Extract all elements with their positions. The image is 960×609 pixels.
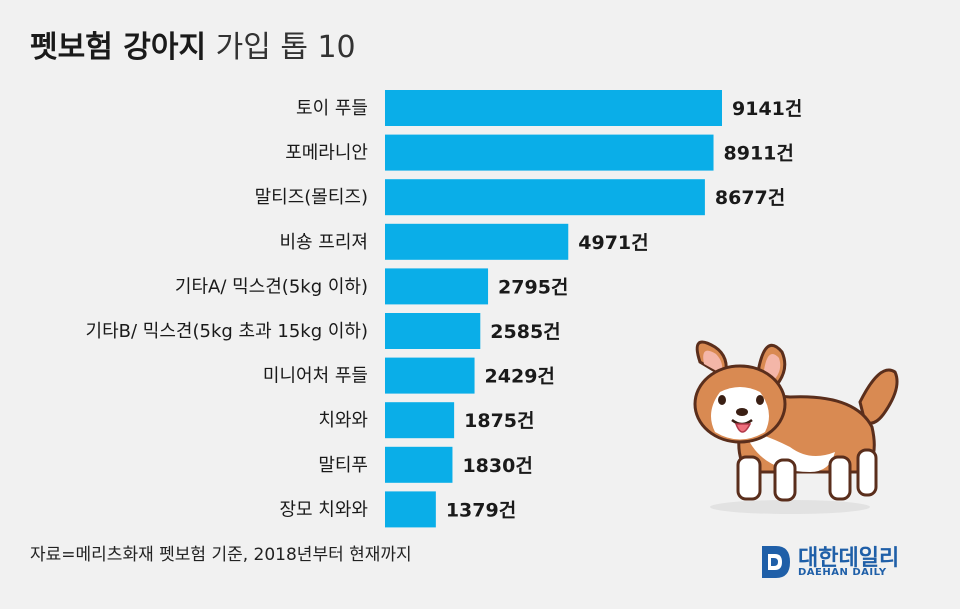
value-label: 2795건 — [498, 276, 568, 298]
value-label: 8677건 — [715, 187, 785, 209]
brand-name: 대한데일리 — [798, 546, 900, 571]
category-label: 포메라니안 — [285, 143, 368, 164]
bar — [385, 313, 481, 349]
category-label: 장모 치와와 — [279, 499, 368, 520]
bar — [385, 179, 705, 216]
logo-mark-icon — [762, 546, 790, 578]
bar — [385, 357, 475, 394]
bar — [385, 491, 436, 528]
corgi-dog-illustration — [693, 340, 899, 514]
daehan-daily-logo: 대한데일리 DAEHAN DAILY — [760, 542, 950, 584]
bar — [385, 90, 722, 126]
value-label: 1830건 — [462, 455, 532, 477]
category-label: 미니어처 푸들 — [263, 366, 368, 387]
category-label: 치와와 — [318, 410, 368, 431]
bar — [385, 134, 714, 171]
bar — [385, 402, 455, 439]
value-label: 4971건 — [578, 232, 648, 254]
category-label: 비숑 프리져 — [279, 232, 368, 253]
category-label: 기타B/ 믹스견(5kg 초과 15kg 이하) — [86, 321, 368, 342]
chart-title: 펫보험 강아지 가입 톱 10 — [30, 22, 356, 66]
value-label: 9141건 — [732, 98, 802, 120]
bar — [385, 268, 489, 305]
brand-subtitle: DAEHAN DAILY — [798, 567, 887, 578]
value-label: 1875건 — [464, 410, 534, 432]
source-note: 자료=메리츠화재 펫보험 기준, 2018년부터 현재까지 — [30, 545, 412, 565]
bar — [385, 446, 453, 483]
value-label: 2585건 — [490, 321, 560, 343]
category-label: 기타A/ 믹스견(5kg 이하) — [175, 276, 368, 297]
bar — [385, 223, 569, 260]
category-label: 말티푸 — [318, 455, 368, 476]
value-label: 8911건 — [724, 143, 794, 165]
chart-title-bold: 펫보험 강아지 — [30, 30, 207, 65]
value-label: 1379건 — [446, 499, 516, 521]
chart-title-light: 가입 톱 10 — [215, 30, 356, 65]
category-label: 토이 푸들 — [296, 98, 368, 119]
category-label: 말티즈(몰티즈) — [255, 187, 368, 208]
value-label: 2429건 — [485, 366, 555, 388]
